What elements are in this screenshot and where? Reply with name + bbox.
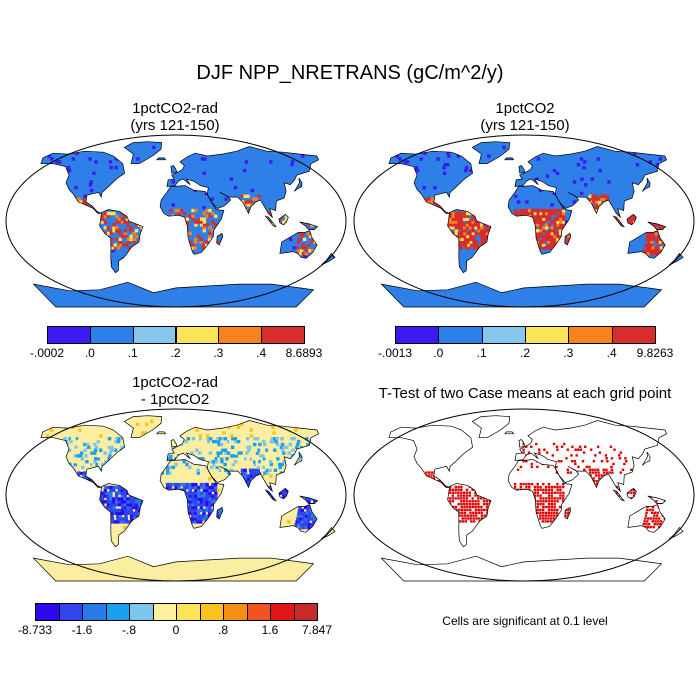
map-co2-japan bbox=[642, 178, 650, 192]
colorbar-co2 bbox=[395, 326, 656, 344]
map-co2-greenland bbox=[472, 141, 510, 164]
colorbar-rad-tick-label: -.0002 bbox=[29, 346, 65, 360]
colorbar-diff-tick-label: 0 bbox=[172, 623, 180, 637]
colorbar-co2-tick-label: .4 bbox=[606, 346, 617, 360]
colorbar-diff-tick-label: 7.847 bbox=[301, 623, 333, 637]
panel-title-diff: 1pctCO2-rad - 1pctCO2 bbox=[75, 374, 275, 408]
panel-title-rad-line2: (yrs 121-150) bbox=[130, 117, 220, 134]
colorbar-diff-cell bbox=[176, 603, 201, 621]
colorbar-diff-tick-label: -1.6 bbox=[71, 623, 93, 637]
colorbar-rad-tick-label: .4 bbox=[256, 346, 267, 360]
colorbar-co2-tick-label: 9.8263 bbox=[636, 346, 674, 360]
map-ttest-frame bbox=[353, 408, 695, 582]
panel-title-diff-line1: 1pctCO2-rad bbox=[132, 374, 218, 391]
panel-title-diff-line2: - 1pctCO2 bbox=[140, 391, 210, 408]
colorbar-diff-cell bbox=[293, 603, 318, 621]
colorbar-co2-cell bbox=[395, 326, 440, 344]
panel-title-co2: 1pctCO2 (yrs 121-150) bbox=[425, 100, 625, 134]
map-diff-antarctica bbox=[33, 556, 314, 581]
colorbar-diff-tick-label: -8.733 bbox=[17, 623, 53, 637]
map-diff-namerica bbox=[41, 425, 125, 488]
map-diff-iceland bbox=[156, 431, 166, 434]
map-ttest-namerica bbox=[389, 425, 473, 488]
colorbar-rad-cell bbox=[132, 326, 177, 344]
colorbar-rad-cell bbox=[89, 326, 134, 344]
panel-title-ttest: T-Test of two Case means at each grid po… bbox=[378, 385, 672, 402]
map-co2-antarctica bbox=[381, 282, 662, 307]
map-diff-coastlines bbox=[32, 415, 336, 582]
map-co2-frame bbox=[353, 134, 695, 308]
colorbar-co2-cell bbox=[611, 326, 656, 344]
colorbar-diff-cell bbox=[270, 603, 295, 621]
colorbar-rad bbox=[47, 326, 305, 344]
colorbar-rad-tick-label: 8.6893 bbox=[285, 346, 323, 360]
colorbar-co2-cell bbox=[525, 326, 570, 344]
colorbar-co2-tick-label: .0 bbox=[433, 346, 444, 360]
colorbar-diff-tick-label: .8 bbox=[217, 623, 229, 637]
colorbar-co2-cell bbox=[481, 326, 526, 344]
map-co2-namerica bbox=[389, 151, 473, 214]
panel-title-rad-line1: 1pctCO2-rad bbox=[132, 100, 218, 117]
map-rad-frame bbox=[5, 134, 347, 308]
map-rad-japan bbox=[294, 178, 302, 192]
map-rad-namerica bbox=[41, 151, 125, 214]
map-rad bbox=[5, 134, 347, 308]
map-rad-antarctica bbox=[33, 282, 314, 307]
figure-title: DJF NPP_NRETRANS (gC/m^2/y) bbox=[196, 62, 504, 84]
colorbar-rad-tick-label: .2 bbox=[170, 346, 181, 360]
map-ttest-coastlines bbox=[380, 415, 684, 582]
map-ttest-iceland bbox=[504, 431, 514, 434]
colorbar-rad-tick-label: .0 bbox=[84, 346, 95, 360]
map-ttest-greenland bbox=[472, 415, 510, 438]
colorbar-co2-tick-label: -.0013 bbox=[377, 346, 413, 360]
colorbar-diff-cell bbox=[58, 603, 83, 621]
colorbar-diff-cell bbox=[246, 603, 271, 621]
colorbar-rad-cell bbox=[175, 326, 220, 344]
colorbar-rad-cell bbox=[47, 326, 91, 344]
map-rad-uk bbox=[171, 165, 177, 174]
map-ttest-japan bbox=[642, 452, 650, 466]
panel-title-rad: 1pctCO2-rad (yrs 121-150) bbox=[75, 100, 275, 134]
map-co2-coastlines bbox=[380, 141, 684, 308]
colorbar-diff-cell bbox=[199, 603, 224, 621]
colorbar-diff-cell bbox=[82, 603, 107, 621]
colorbar-diff-cell bbox=[105, 603, 130, 621]
colorbar-diff-cell bbox=[152, 603, 177, 621]
map-ttest-africa bbox=[508, 459, 572, 529]
map-diff-frame bbox=[5, 408, 347, 582]
map-ttest bbox=[353, 408, 695, 582]
map-ttest-antarctica bbox=[381, 556, 662, 581]
colorbar-rad-cell bbox=[261, 326, 305, 344]
colorbar-diff-cell bbox=[129, 603, 154, 621]
map-co2-iceland bbox=[504, 157, 514, 160]
significance-note: Cells are significant at 0.1 level bbox=[442, 614, 608, 628]
colorbar-diff-tick-label: 1.6 bbox=[261, 623, 279, 637]
colorbar-diff bbox=[35, 603, 318, 621]
colorbar-co2-cell bbox=[438, 326, 483, 344]
colorbar-co2-tick-label: .3 bbox=[563, 346, 574, 360]
map-co2-uk bbox=[519, 165, 525, 174]
colorbar-diff-cell bbox=[223, 603, 248, 621]
colorbar-diff-cell bbox=[35, 603, 60, 621]
colorbar-co2-cell bbox=[568, 326, 613, 344]
colorbar-rad-tick-label: .1 bbox=[127, 346, 138, 360]
map-rad-greenland bbox=[124, 141, 162, 164]
colorbar-rad-tick-label: .3 bbox=[213, 346, 224, 360]
map-co2-eurasia bbox=[515, 146, 667, 218]
map-rad-coastlines bbox=[32, 141, 336, 308]
panel-title-co2-line2: (yrs 121-150) bbox=[480, 117, 570, 134]
map-ttest-uk bbox=[519, 439, 525, 448]
colorbar-co2-tick-label: .2 bbox=[519, 346, 531, 360]
map-diff bbox=[5, 408, 347, 582]
map-ttest-eurasia bbox=[515, 420, 667, 492]
colorbar-rad-cell bbox=[218, 326, 263, 344]
map-rad-iceland bbox=[156, 157, 166, 160]
map-rad-eurasia bbox=[167, 146, 319, 218]
colorbar-diff-tick-label: -.8 bbox=[121, 623, 137, 637]
map-co2 bbox=[353, 134, 695, 308]
panel-title-co2-line1: 1pctCO2 bbox=[495, 100, 555, 117]
colorbar-co2-tick-label: .1 bbox=[476, 346, 487, 360]
